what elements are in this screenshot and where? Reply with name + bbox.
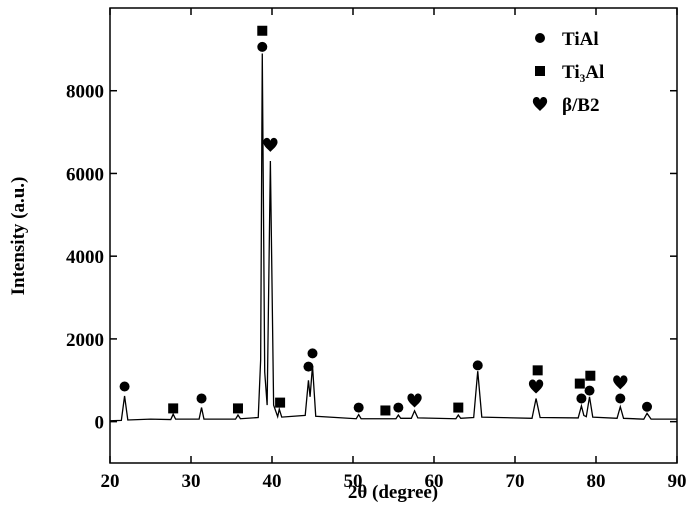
x-tick-label: 50 bbox=[344, 471, 363, 492]
square-marker bbox=[168, 403, 179, 414]
circle-marker bbox=[303, 361, 314, 372]
y-tick-label: 4000 bbox=[66, 247, 104, 268]
legend-label: Ti₃Al bbox=[562, 62, 604, 83]
legend-label: TiAl bbox=[562, 29, 599, 50]
square-marker bbox=[585, 370, 596, 381]
y-axis-label: Intensity (a.u.) bbox=[8, 177, 29, 296]
plot-frame bbox=[109, 7, 678, 464]
x-tick-label: 20 bbox=[101, 471, 120, 492]
square-marker bbox=[532, 365, 543, 376]
heart-marker bbox=[613, 375, 628, 390]
circle-marker bbox=[393, 402, 404, 413]
x-tick-label: 60 bbox=[425, 471, 444, 492]
heart-marker bbox=[528, 379, 544, 394]
square-marker bbox=[257, 25, 268, 36]
circle-marker bbox=[472, 360, 483, 371]
circle-marker bbox=[257, 41, 268, 52]
square-marker bbox=[232, 403, 243, 414]
x-tick-label: 80 bbox=[587, 471, 606, 492]
legend-marker bbox=[535, 66, 545, 76]
circle-marker bbox=[196, 393, 207, 404]
y-tick-label: 6000 bbox=[66, 164, 104, 185]
y-tick-label: 2000 bbox=[66, 330, 104, 351]
x-tick-label: 70 bbox=[506, 471, 525, 492]
y-tick-label: 8000 bbox=[66, 82, 104, 103]
x-tick-label: 90 bbox=[668, 471, 687, 492]
x-axis-label: 2θ (degree) bbox=[348, 482, 438, 503]
square-marker bbox=[574, 378, 585, 389]
y-tick-label: 0 bbox=[95, 413, 105, 434]
circle-marker bbox=[307, 348, 318, 359]
heart-marker bbox=[407, 393, 422, 408]
circle-marker bbox=[615, 393, 626, 404]
heart-marker bbox=[263, 137, 278, 152]
legend-label: β/B2 bbox=[562, 95, 599, 116]
square-marker bbox=[453, 402, 464, 413]
pattern-line bbox=[109, 53, 677, 422]
legend-marker bbox=[532, 97, 548, 111]
circle-marker bbox=[576, 393, 587, 404]
square-marker bbox=[380, 405, 391, 416]
circle-marker bbox=[642, 401, 653, 412]
x-tick-label: 30 bbox=[182, 471, 201, 492]
square-marker bbox=[275, 397, 286, 408]
x-tick-label: 40 bbox=[263, 471, 282, 492]
legend-marker bbox=[535, 33, 545, 43]
circle-marker bbox=[584, 385, 595, 396]
circle-marker bbox=[119, 381, 130, 392]
circle-marker bbox=[353, 402, 364, 413]
